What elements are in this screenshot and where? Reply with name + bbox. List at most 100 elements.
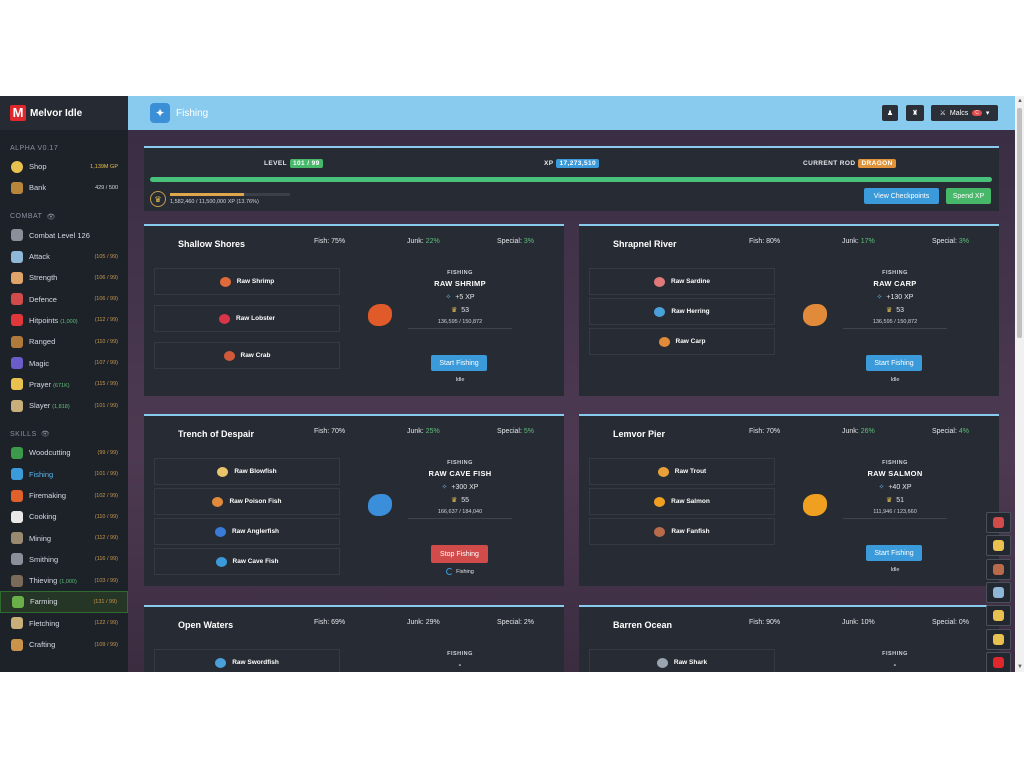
fish-select-button[interactable]: Raw Blowfish — [154, 458, 340, 485]
skill-name: Fishing — [29, 469, 54, 479]
sidebar-item-ranged[interactable]: Ranged (110 / 99) — [0, 331, 128, 352]
fish-icon — [656, 657, 668, 668]
user-menu-button[interactable]: ⚔ Malcs C ▾ — [931, 105, 998, 121]
smithing-icon — [11, 553, 23, 566]
fish-select-button[interactable]: Raw Shrimp — [154, 268, 340, 295]
quickbar-button[interactable] — [986, 558, 1011, 580]
xp-icon: ✧ — [876, 294, 883, 301]
fish-select-button[interactable]: Raw Trout — [589, 458, 775, 485]
xp-row: ✧ +130 XP — [825, 293, 965, 302]
area-name: Trench of Despair — [178, 429, 255, 439]
page-header: ✦ Fishing ♟ ♜ ⚔ Malcs C ▾ — [128, 96, 1024, 130]
sidebar-item-firemaking[interactable]: Firemaking (102 / 99) — [0, 485, 128, 506]
fish-select-button[interactable]: Raw Poison Fish — [154, 488, 340, 515]
fish-select-button[interactable]: Raw Crab — [154, 342, 340, 369]
spend-xp-button[interactable]: Spend XP — [946, 188, 991, 204]
sidebar-item-bank[interactable]: Bank 429 / 500 — [0, 177, 128, 198]
xp-row: ✧ +5 XP — [390, 293, 530, 302]
quickbar-button[interactable] — [986, 581, 1011, 603]
fish-select-button[interactable]: Raw Shark — [589, 649, 775, 672]
sidebar-item-hitpoints[interactable]: Hitpoints (1,000) (112 / 99) — [0, 310, 128, 331]
scroll-down-icon[interactable]: ▼ — [1017, 664, 1023, 670]
username: Malcs — [949, 109, 969, 117]
fish-select-button[interactable]: Raw Anglerfish — [154, 518, 340, 545]
quickbar-button[interactable] — [986, 628, 1011, 650]
sidebar-item-cooking[interactable]: Cooking (110 / 99) — [0, 506, 128, 527]
special-label: Special: — [497, 238, 522, 245]
skills-section-label: SKILLS 👁 — [10, 430, 51, 439]
sidebar-item-defence[interactable]: Defence (106 / 99) — [0, 288, 128, 309]
start-fishing-button[interactable]: Start Fishing — [866, 355, 922, 371]
fish-select-button[interactable]: Raw Sardine — [589, 268, 775, 295]
fish-select-button[interactable]: Raw Cave Fish — [154, 548, 340, 575]
sidebar-item-mining[interactable]: Mining (112 / 99) — [0, 527, 128, 548]
skill-level: (105 / 99) — [94, 253, 118, 260]
sidebar-item-magic[interactable]: Magic (107 / 99) — [0, 352, 128, 373]
sidebar-item-shop[interactable]: Shop 1,139M GP — [0, 156, 128, 177]
fish-select-button[interactable]: Raw Swordfish — [154, 649, 340, 672]
fish-select-button[interactable]: Raw Lobster — [154, 305, 340, 332]
trophy-icon: ♛ — [885, 307, 893, 314]
fishing-area-card: Open Waters Fish: 69% Junk: 29% Special: 2%… — [144, 605, 564, 672]
eye-icon[interactable]: 👁 — [46, 213, 56, 221]
skill-level: (109 / 99) — [94, 641, 118, 648]
sidebar-item-fletching[interactable]: Fletching (122 / 99) — [0, 613, 128, 634]
fish-select-button[interactable]: Raw Fanfish — [589, 518, 775, 545]
quickbar-button[interactable] — [986, 535, 1011, 557]
cooking-icon — [11, 510, 23, 523]
brand[interactable]: M Melvor Idle — [0, 96, 128, 130]
status-text: Fishing — [456, 568, 474, 575]
sidebar-item-prayer[interactable]: Prayer (671K) (115 / 99) — [0, 374, 128, 395]
hitpoints-icon — [11, 314, 23, 327]
sidebar-item-crafting[interactable]: Crafting (109 / 99) — [0, 634, 128, 655]
page-scrollbar[interactable]: ▲ ▼ — [1015, 96, 1024, 672]
start-fishing-button[interactable]: Start Fishing — [866, 545, 922, 561]
sidebar-item-attack[interactable]: Attack (105 / 99) — [0, 246, 128, 267]
fish-select-button[interactable]: Raw Carp — [589, 328, 775, 355]
sidebar-item-label: Woodcutting — [29, 448, 98, 457]
eye-icon[interactable]: 👁 — [40, 431, 51, 439]
sidebar-item-label: Attack — [29, 252, 94, 261]
potion-button[interactable]: ♟ — [882, 105, 898, 121]
crafting-icon — [11, 638, 23, 651]
junk-label: Junk: — [842, 238, 859, 245]
quickbar-button[interactable] — [986, 605, 1011, 627]
sidebar-item-woodcutting[interactable]: Woodcutting (99 / 99) — [0, 442, 128, 463]
panel-category: FISHING — [882, 460, 908, 466]
quickbar-button[interactable] — [986, 651, 1011, 672]
panel-category: FISHING — [447, 651, 473, 657]
sidebar-item-fishing[interactable]: Fishing (101 / 99) — [0, 464, 128, 485]
special-chance: Special: 3% — [497, 238, 534, 245]
skill-level: (102 / 99) — [94, 492, 118, 499]
skill-level: (110 / 99) — [94, 513, 118, 520]
quickbar-button[interactable] — [986, 512, 1011, 533]
rod-badge: DRAGON — [858, 159, 896, 168]
sidebar-item-slayer[interactable]: Slayer (1,818) (101 / 99) — [0, 395, 128, 416]
skill-level: (101 / 99) — [94, 471, 118, 478]
skill-level: (115 / 99) — [94, 381, 118, 388]
sidebar-item-farming[interactable]: Farming (131 / 99) — [0, 591, 128, 613]
scroll-thumb[interactable] — [1017, 108, 1022, 338]
scroll-up-icon[interactable]: ▲ — [1017, 98, 1023, 104]
skill-level: (131 / 99) — [93, 598, 117, 605]
sidebar-item-thieving[interactable]: Thieving (1,000) (103 / 99) — [0, 570, 128, 591]
start-fishing-button[interactable]: Start Fishing — [431, 355, 487, 371]
sidebar-item-combat-level[interactable]: Combat Level 126 — [0, 225, 128, 246]
xp-icon: ✧ — [878, 484, 885, 491]
xp-value: +40 XP — [888, 483, 912, 491]
fish-select-button[interactable]: Raw Salmon — [589, 488, 775, 515]
selected-fish-icon — [803, 304, 827, 326]
sidebar-item-label: Fletching — [29, 619, 94, 628]
skill-level: (99 / 99) — [97, 449, 118, 456]
sidebar-item-smithing[interactable]: Smithing (116 / 99) — [0, 549, 128, 570]
view-checkpoints-button[interactable]: View Checkpoints — [864, 188, 939, 204]
fish-select-button[interactable]: Raw Herring — [589, 298, 775, 325]
junk-chance: Junk: 25% — [407, 428, 440, 435]
stop-fishing-button[interactable]: Stop Fishing — [431, 545, 488, 563]
fletching-icon — [11, 617, 23, 630]
skill-extra: (1,000) — [60, 318, 78, 325]
sidebar-item-strength[interactable]: Strength (106 / 99) — [0, 267, 128, 288]
castle-button[interactable]: ♜ — [906, 105, 924, 121]
special-label: Special: — [497, 428, 522, 435]
mastery-row: ♛ 51 — [825, 496, 965, 505]
